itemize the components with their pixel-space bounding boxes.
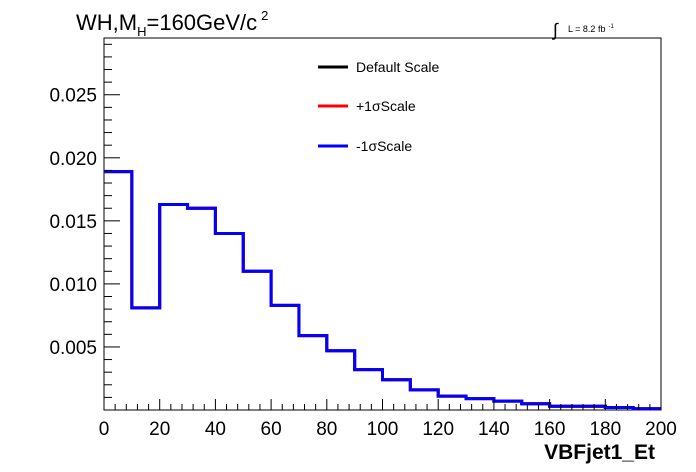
legend-label-minus-sigma: -1σScale bbox=[356, 138, 412, 154]
chart-title: WH,MH=160GeV/c 2 bbox=[76, 8, 268, 39]
y-axis: 0.005 0.010 0.015 0.020 0.025 bbox=[49, 43, 120, 398]
x-tick-label: 80 bbox=[316, 419, 337, 440]
legend: Default Scale +1σScale -1σScale bbox=[318, 59, 439, 154]
luminosity-label: ∫ L = 8.2 fb -1 bbox=[551, 20, 614, 40]
series-line-2 bbox=[104, 170, 661, 411]
legend-entry-minus-sigma: -1σScale bbox=[318, 138, 412, 154]
x-tick-label: 200 bbox=[645, 419, 677, 440]
x-tick-label: 40 bbox=[205, 419, 226, 440]
x-tick-label: 120 bbox=[422, 419, 454, 440]
histogram-series bbox=[104, 170, 661, 411]
x-tick-label: 0 bbox=[99, 419, 110, 440]
x-tick-label: 140 bbox=[478, 419, 510, 440]
y-tick-label: 0.020 bbox=[49, 149, 97, 170]
legend-label-plus-sigma: +1σScale bbox=[356, 98, 416, 114]
y-tick-label: 0.015 bbox=[49, 212, 97, 233]
y-tick-label: 0.005 bbox=[49, 338, 97, 359]
x-tick-label: 160 bbox=[534, 419, 566, 440]
y-tick-label: 0.010 bbox=[49, 275, 97, 296]
x-tick-label: 60 bbox=[261, 419, 282, 440]
svg-text:∫: ∫ bbox=[551, 20, 559, 40]
svg-text:L = 8.2 fb-1: L = 8.2 fb -1 bbox=[568, 24, 614, 34]
y-tick-label: 0.025 bbox=[49, 86, 97, 107]
legend-entry-default-scale: Default Scale bbox=[318, 59, 439, 75]
x-tick-label: 20 bbox=[149, 419, 170, 440]
x-tick-label: 180 bbox=[589, 419, 621, 440]
x-tick-label: 100 bbox=[367, 419, 399, 440]
plot-frame bbox=[103, 37, 662, 411]
x-axis-label: VBFjet1_Et bbox=[544, 441, 655, 464]
x-axis: 0 20 40 60 80 100 120 140 160 180 200 bbox=[99, 399, 677, 440]
legend-label-default-scale: Default Scale bbox=[356, 59, 439, 75]
legend-entry-plus-sigma: +1σScale bbox=[318, 98, 416, 114]
